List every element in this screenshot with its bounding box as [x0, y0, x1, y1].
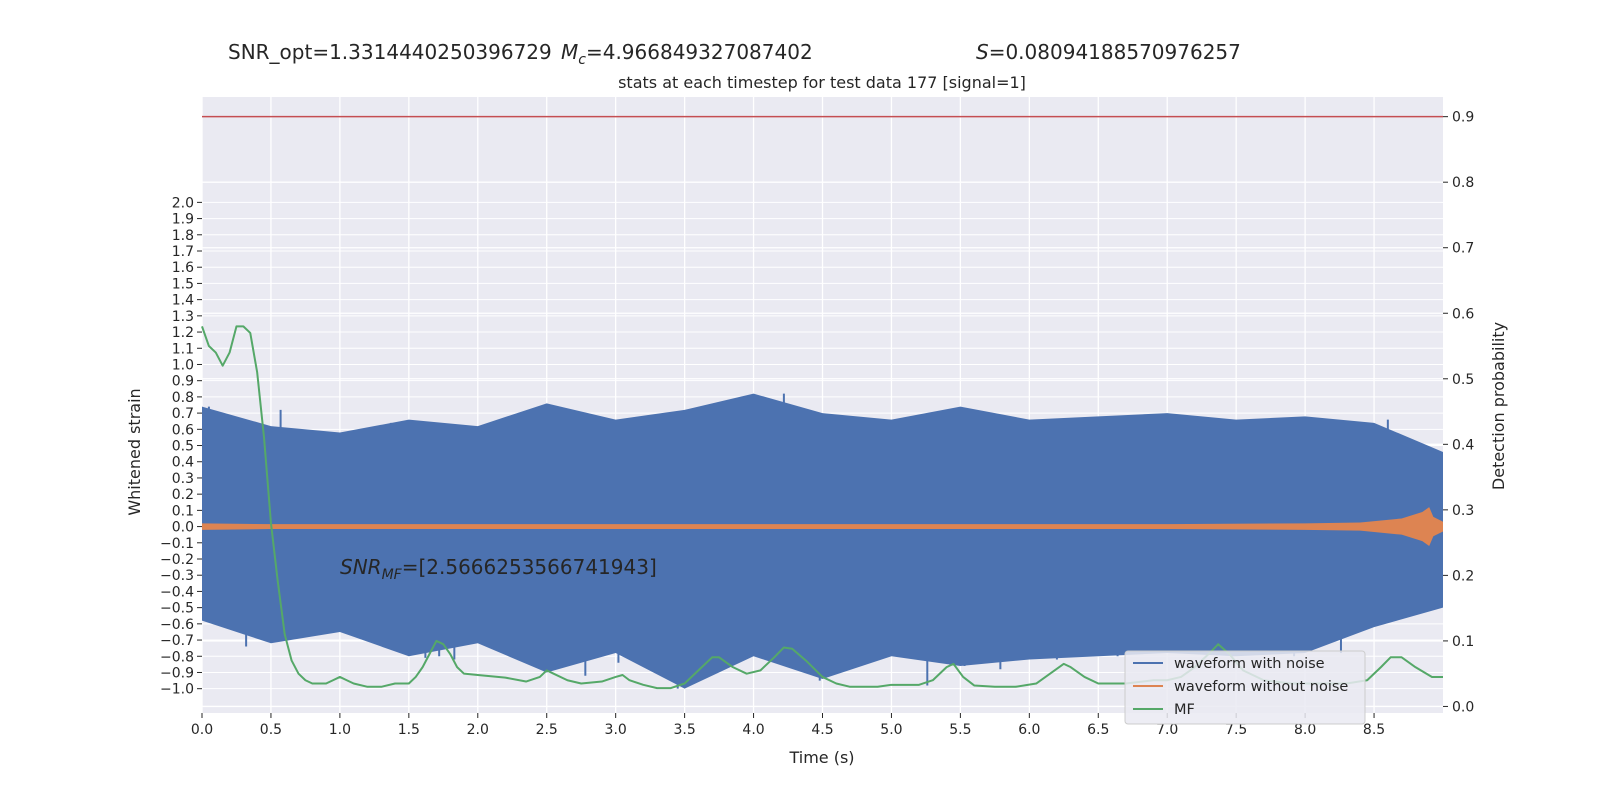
right-tick-label: 0.0: [1452, 699, 1474, 715]
x-tick-label: 4.0: [742, 722, 764, 738]
series-waveform-with-noise: [202, 393, 1443, 689]
left-tick-label: 1.3: [172, 309, 194, 325]
right-tick-label: 0.5: [1452, 372, 1474, 388]
left-tick-label: 0.0: [172, 520, 194, 536]
left-tick-label: 1.2: [172, 325, 194, 341]
left-tick-label: 1.8: [172, 228, 194, 244]
annotation-snr-value: =[2.5666253566741943]: [402, 555, 657, 579]
title-snr-opt: SNR_opt=1.3314440250396729: [228, 40, 552, 64]
left-tick-label: −1.0: [160, 682, 194, 698]
x-tick-label: 4.5: [811, 722, 833, 738]
title-mc-subscript: c: [578, 52, 586, 68]
x-tick-label: 1.0: [329, 722, 351, 738]
left-tick-label: 0.6: [172, 422, 194, 438]
left-tick-label: −0.5: [160, 601, 194, 617]
left-tick-label: 0.7: [172, 406, 194, 422]
title-mc: Mc=4.966849327087402: [561, 40, 813, 68]
x-tick-label: 3.5: [673, 722, 695, 738]
right-tick-label: 0.7: [1452, 241, 1474, 257]
left-tick-label: −0.7: [160, 633, 194, 649]
left-axis-label: Whitened strain: [125, 388, 144, 515]
legend-box: [1124, 650, 1366, 725]
left-tick-label: −0.6: [160, 617, 194, 633]
right-tick-label: 0.4: [1452, 437, 1474, 453]
title-s-symbol: S: [976, 40, 989, 64]
left-tick-label: 0.9: [172, 374, 194, 390]
left-tick-label: 0.3: [172, 471, 194, 487]
x-axis-label: Time (s): [788, 748, 854, 767]
x-tick-label: 2.0: [467, 722, 489, 738]
right-tick-label: 0.9: [1452, 110, 1474, 126]
left-tick-label: 0.8: [172, 390, 194, 406]
right-tick-label: 0.8: [1452, 175, 1474, 191]
left-tick-label: −0.2: [160, 552, 194, 568]
right-tick-label: 0.1: [1452, 634, 1474, 650]
left-tick-label: 1.9: [172, 212, 194, 228]
legend-label-noise: waveform with noise: [1174, 656, 1325, 672]
left-tick-label: 0.4: [172, 455, 194, 471]
title-mc-symbol: M: [561, 40, 578, 64]
x-tick-label: 8.0: [1294, 722, 1316, 738]
left-tick-label: −0.8: [160, 649, 194, 665]
x-tick-label: 0.5: [260, 722, 282, 738]
x-tick-label: 5.0: [880, 722, 902, 738]
left-tick-label: 1.1: [172, 341, 194, 357]
right-tick-label: 0.6: [1452, 306, 1474, 322]
annotation-snr-subscript: MF: [382, 567, 403, 583]
x-tick-label: 7.5: [1225, 722, 1247, 738]
left-tick-label: 1.6: [172, 260, 194, 276]
title-s: S=0.08094188570976257: [976, 40, 1241, 64]
left-tick-label: −0.4: [160, 584, 194, 600]
left-tick-label: 0.5: [172, 439, 194, 455]
right-axis-label: Detection probability: [1489, 322, 1508, 490]
x-tick-label: 0.0: [191, 722, 213, 738]
annotation-snr-symbol: SNR: [340, 555, 382, 579]
left-axis-ticks: 2.01.91.81.71.61.51.41.31.21.11.00.90.80…: [160, 195, 202, 698]
right-axis-ticks: 0.9 0.8 0.7 0.6 0.5 0.4 0.3 0.2 0.1 0.0: [1443, 110, 1474, 715]
x-tick-label: 2.5: [536, 722, 558, 738]
x-tick-label: 3.0: [605, 722, 627, 738]
snr-mf-annotation: SNRMF=[2.5666253566741943]: [340, 555, 657, 583]
left-tick-label: 1.5: [172, 276, 194, 292]
right-tick-label: 0.3: [1452, 503, 1474, 519]
chart-subtitle: stats at each timestep for test data 177…: [618, 73, 1026, 92]
legend-label-mf: MF: [1174, 702, 1195, 718]
legend: waveform with noise waveform without noi…: [1124, 650, 1366, 725]
x-tick-label: 6.0: [1018, 722, 1040, 738]
legend-label-clean: waveform without noise: [1174, 679, 1348, 695]
data-layer: [201, 115, 1443, 690]
x-tick-label: 7.0: [1156, 722, 1178, 738]
x-tick-label: 6.5: [1087, 722, 1109, 738]
left-tick-label: −0.1: [160, 536, 194, 552]
left-tick-label: 1.0: [172, 357, 194, 373]
series-waveform-without-noise: [202, 507, 1443, 547]
left-tick-label: 1.7: [172, 244, 194, 260]
x-tick-label: 1.5: [398, 722, 420, 738]
left-tick-label: −0.9: [160, 665, 194, 681]
x-tick-label: 8.5: [1363, 722, 1385, 738]
left-tick-label: 1.4: [172, 293, 194, 309]
x-tick-label: 5.5: [949, 722, 971, 738]
title-s-value: =0.08094188570976257: [989, 40, 1241, 64]
left-tick-label: 0.2: [172, 487, 194, 503]
right-tick-label: 0.2: [1452, 568, 1474, 584]
x-axis-ticks: 0.0 0.5 1.0 1.5 2.0 2.5 3.0 3.5 4.0 4.5 5.0 5.5 6.0 6…: [191, 713, 1385, 738]
left-tick-label: 2.0: [172, 195, 194, 211]
left-tick-label: 0.1: [172, 503, 194, 519]
left-tick-label: −0.3: [160, 568, 194, 584]
title-mc-value: =4.966849327087402: [586, 40, 813, 64]
